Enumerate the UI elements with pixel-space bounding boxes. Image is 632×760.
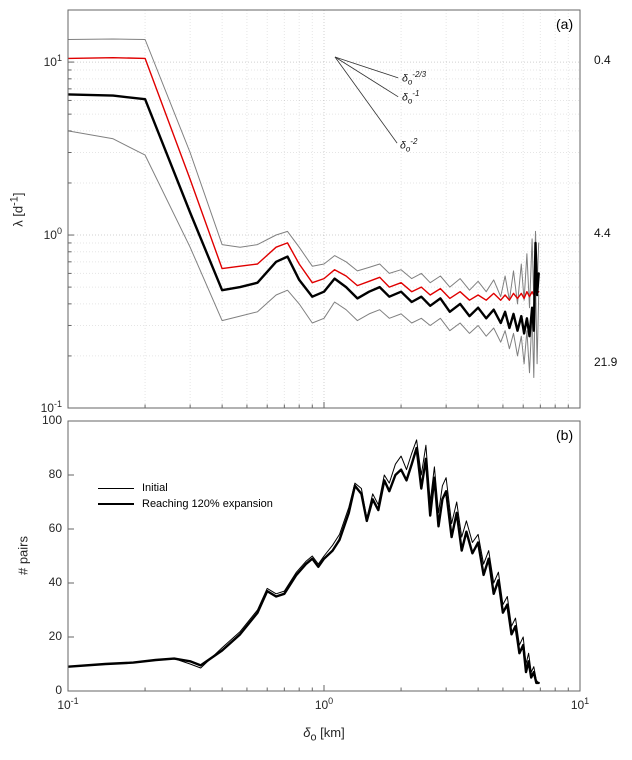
slope-annotation-label: δo-1 bbox=[402, 89, 419, 106]
tick-base: 10 bbox=[57, 698, 71, 712]
legend-item-initial: Initial bbox=[98, 480, 273, 496]
tick-base: 10 bbox=[43, 55, 57, 69]
delta-symbol: δ bbox=[303, 725, 311, 740]
panel-b-label: (b) bbox=[556, 427, 574, 443]
panel-b-y-tick-label: 0 bbox=[55, 683, 62, 697]
legend: Initial Reaching 120% expansion bbox=[98, 480, 273, 512]
panel-a-y-tick-label: 100 bbox=[16, 226, 62, 242]
tick-base: 10 bbox=[43, 228, 57, 242]
ylabel-post: ] bbox=[10, 192, 26, 197]
panel-b-y-tick-label: 80 bbox=[48, 467, 62, 481]
slope-annotation-label: δo-2 bbox=[400, 137, 417, 154]
series-confidence-lower bbox=[68, 130, 540, 378]
tick-base: 10 bbox=[40, 401, 54, 415]
ylabel-sup: -1 bbox=[8, 196, 21, 206]
slope-exponent: -2/3 bbox=[412, 70, 427, 79]
x-axis-label: δo [km] bbox=[264, 725, 384, 744]
tick-exponent: 0 bbox=[328, 696, 334, 706]
tick-exponent: -1 bbox=[70, 696, 79, 706]
x-tick-label: 100 bbox=[304, 696, 344, 712]
legend-item-reaching: Reaching 120% expansion bbox=[98, 496, 273, 512]
panel-b-y-tick-label: 60 bbox=[48, 521, 62, 535]
delta-symbol: δ bbox=[400, 139, 406, 152]
delta-subscript: o bbox=[405, 144, 411, 154]
axis-ticks bbox=[67, 61, 581, 692]
panel-a-label: (a) bbox=[556, 16, 574, 32]
panel-a-series bbox=[68, 38, 540, 378]
slope-exponent: -1 bbox=[412, 89, 420, 98]
delta-subscript: o bbox=[407, 77, 413, 87]
panel-b-y-tick-label: 100 bbox=[41, 413, 62, 427]
tick-exponent: 0 bbox=[56, 226, 62, 236]
series-lambda-black bbox=[68, 93, 540, 338]
delta-subscript: o bbox=[310, 731, 317, 744]
x-tick-label: 101 bbox=[560, 696, 600, 712]
panel-a-y-tick-label: 101 bbox=[16, 53, 62, 69]
series-reaching-120-expansion bbox=[68, 446, 540, 685]
delta-symbol: δ bbox=[402, 91, 408, 104]
series-initial bbox=[68, 439, 540, 684]
legend-line-thin bbox=[98, 487, 134, 489]
slope-annotation-lines bbox=[334, 56, 399, 144]
ylabel-pre: λ [d bbox=[10, 205, 26, 227]
tick-exponent: 1 bbox=[584, 696, 590, 706]
right-axis-label: 0.4 bbox=[594, 53, 611, 67]
panel-b-series bbox=[68, 439, 540, 685]
panel-b-y-tick-label: 20 bbox=[48, 629, 62, 643]
legend-label: Reaching 120% expansion bbox=[142, 498, 273, 510]
slope-exponent: -2 bbox=[410, 137, 418, 146]
x-tick-label: 10-1 bbox=[48, 696, 88, 712]
series-confidence-upper bbox=[68, 38, 540, 309]
legend-label: Initial bbox=[142, 482, 168, 494]
panel-a-y-tick-label: 10-1 bbox=[16, 399, 62, 415]
right-axis-label: 21.9 bbox=[594, 355, 618, 369]
tick-exponent: -1 bbox=[53, 399, 62, 409]
panel-b-y-tick-label: 40 bbox=[48, 575, 62, 589]
delta-subscript: o bbox=[407, 96, 413, 106]
tick-exponent: 1 bbox=[56, 53, 62, 63]
tick-base: 10 bbox=[314, 698, 329, 712]
series-lambda-red bbox=[68, 57, 540, 301]
delta-symbol: δ bbox=[402, 72, 408, 85]
xlabel-units: [km] bbox=[316, 725, 345, 740]
panel-a-grid bbox=[68, 10, 580, 408]
right-axis-label: 4.4 bbox=[594, 226, 611, 240]
legend-line-thick bbox=[98, 503, 134, 505]
tick-base: 10 bbox=[570, 698, 585, 712]
slope-annotation-label: δo-2/3 bbox=[402, 70, 426, 87]
